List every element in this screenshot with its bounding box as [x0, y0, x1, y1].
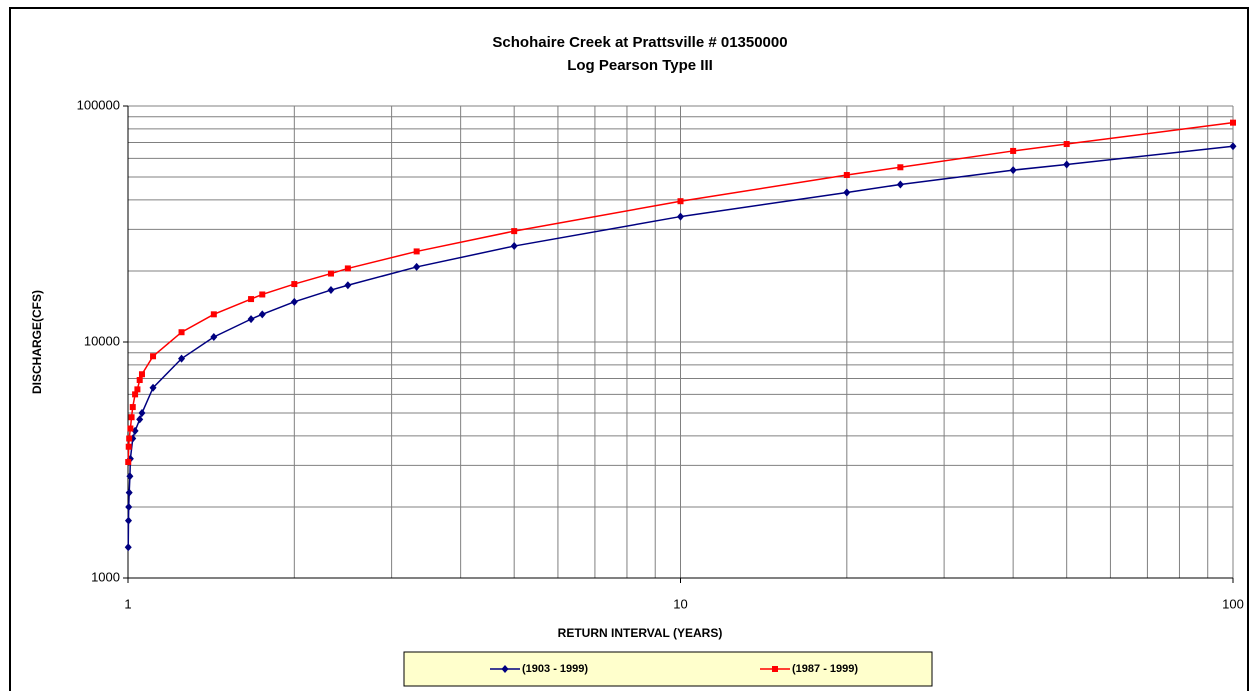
marker [126, 472, 134, 481]
legend-label: (1987 - 1999) [792, 663, 858, 675]
marker [258, 310, 266, 319]
y-axis-label: DISCHARGE(CFS) [30, 290, 44, 394]
marker [677, 212, 684, 221]
marker [138, 409, 146, 418]
x-tick-label: 1 [124, 596, 131, 611]
marker [127, 425, 134, 432]
marker [138, 371, 145, 378]
marker [511, 228, 518, 235]
marker [772, 666, 778, 672]
marker [210, 332, 218, 341]
marker [1009, 166, 1017, 175]
marker [677, 198, 684, 205]
marker [1230, 119, 1236, 126]
marker [178, 329, 185, 336]
marker [501, 665, 509, 673]
marker [125, 443, 132, 450]
marker [1229, 142, 1237, 151]
y-tick-label: 1000 [91, 569, 120, 584]
marker [290, 297, 298, 306]
marker [248, 296, 255, 303]
marker [124, 516, 132, 525]
marker [125, 488, 133, 497]
marker [136, 377, 143, 384]
marker [210, 311, 217, 318]
marker [896, 180, 904, 189]
legend-label: (1903 - 1999) [522, 663, 588, 675]
y-tick-label: 10000 [84, 333, 120, 348]
y-tick-label: 100000 [77, 97, 120, 112]
marker [1063, 141, 1070, 148]
marker [344, 281, 352, 290]
marker [129, 404, 136, 411]
marker [132, 391, 139, 398]
marker [259, 291, 266, 298]
marker [136, 415, 144, 424]
marker [1063, 160, 1071, 169]
marker [247, 315, 255, 324]
marker [150, 353, 157, 360]
marker [1010, 147, 1017, 154]
marker [178, 354, 186, 363]
x-tick-label: 10 [673, 596, 687, 611]
chart-border [9, 7, 1249, 691]
marker [149, 383, 157, 392]
marker [125, 502, 133, 511]
grid [127, 105, 1234, 579]
marker [125, 459, 132, 466]
marker [413, 262, 421, 271]
marker [413, 248, 420, 255]
marker [128, 414, 135, 421]
marker [843, 188, 851, 197]
x-axis-label: RETURN INTERVAL (YEARS) [558, 626, 723, 640]
x-tick-label: 100 [1222, 596, 1244, 611]
marker [291, 281, 298, 288]
marker [327, 270, 334, 277]
chart-subtitle: Log Pearson Type III [567, 57, 713, 74]
marker [843, 172, 850, 179]
marker [126, 435, 133, 442]
marker [897, 164, 904, 171]
marker [510, 242, 518, 251]
marker [134, 386, 141, 393]
marker [344, 265, 351, 272]
marker [124, 543, 132, 552]
marker [327, 286, 335, 295]
chart-title: Schohaire Creek at Prattsville # 0135000… [492, 34, 787, 51]
